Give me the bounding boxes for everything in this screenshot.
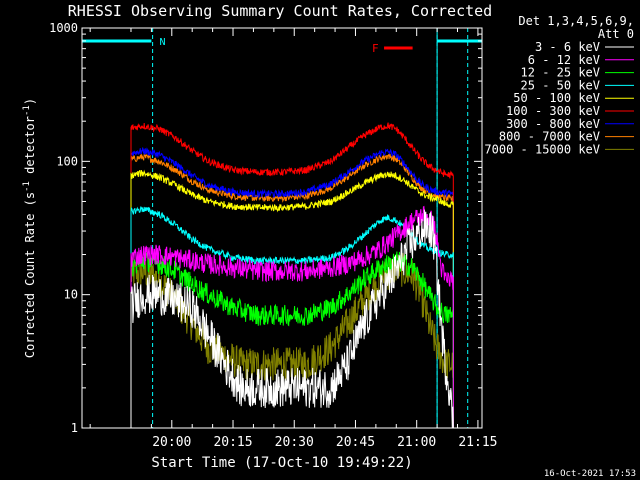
legend-header-line-1: Det 1,3,4,5,6,9, [518, 14, 634, 28]
legend-label-4: 50 - 100 keV [513, 91, 600, 105]
legend-label-0: 3 - 6 keV [535, 40, 600, 54]
y-axis-label-main: Corrected Count Rate (s [23, 192, 37, 358]
legend-label-6: 300 - 800 keV [506, 117, 600, 131]
series-line-0 [130, 209, 454, 428]
footer-date: 16-Oct-2021 17:53 [544, 469, 636, 479]
legend-label-3: 25 - 50 keV [521, 78, 600, 92]
x-tick-label-1: 20:15 [213, 435, 252, 450]
series-line-5 [130, 122, 454, 428]
y-tick-label-2: 100 [56, 154, 78, 168]
y-tick-label-1: 10 [64, 288, 78, 302]
legend-header-line-2: Att 0 [598, 27, 634, 41]
series-line-3 [130, 206, 454, 428]
series-line-7 [130, 151, 454, 428]
legend-label-1: 6 - 12 keV [528, 53, 600, 67]
axis-ticks: 1 10 100 1000 20:00 20:15 20:30 20:45 21:00 21:15 [49, 21, 497, 450]
legend-label-7: 800 - 7000 keV [499, 130, 600, 144]
series-line-4 [130, 169, 454, 428]
night-flag-label: N [159, 37, 165, 48]
x-axis-label: Start Time (17-Oct-10 19:49:22) [151, 455, 412, 471]
legend-label-2: 12 - 25 keV [521, 66, 600, 80]
series-line-6 [130, 147, 454, 428]
y-axis-label: Corrected Count Rate (s-1 detector-1) [22, 98, 37, 358]
series-line-1 [130, 205, 454, 428]
y-tick-label-3: 1000 [49, 21, 78, 35]
plot-area [82, 28, 482, 428]
chart-title: RHESSI Observing Summary Count Rates, Co… [68, 2, 492, 20]
x-tick-label-2: 20:30 [275, 435, 314, 450]
y-axis-label-sup1: -1 [22, 181, 32, 192]
x-tick-label-4: 21:00 [397, 435, 436, 450]
x-tick-label-0: 20:00 [152, 435, 191, 450]
y-axis-label-mid: detector [23, 116, 37, 181]
plot-frame [81, 27, 483, 429]
flare-flag-label: F [372, 42, 379, 55]
y-axis-label-end: ) [23, 98, 37, 105]
legend-label-5: 100 - 300 keV [506, 104, 600, 118]
legend-label-8: 7000 - 15000 keV [484, 142, 600, 156]
y-axis-label-sup2: -1 [22, 105, 32, 116]
y-tick-label-0: 1 [71, 421, 78, 435]
x-tick-label-5: 21:15 [458, 435, 497, 450]
x-tick-label-3: 20:45 [336, 435, 375, 450]
